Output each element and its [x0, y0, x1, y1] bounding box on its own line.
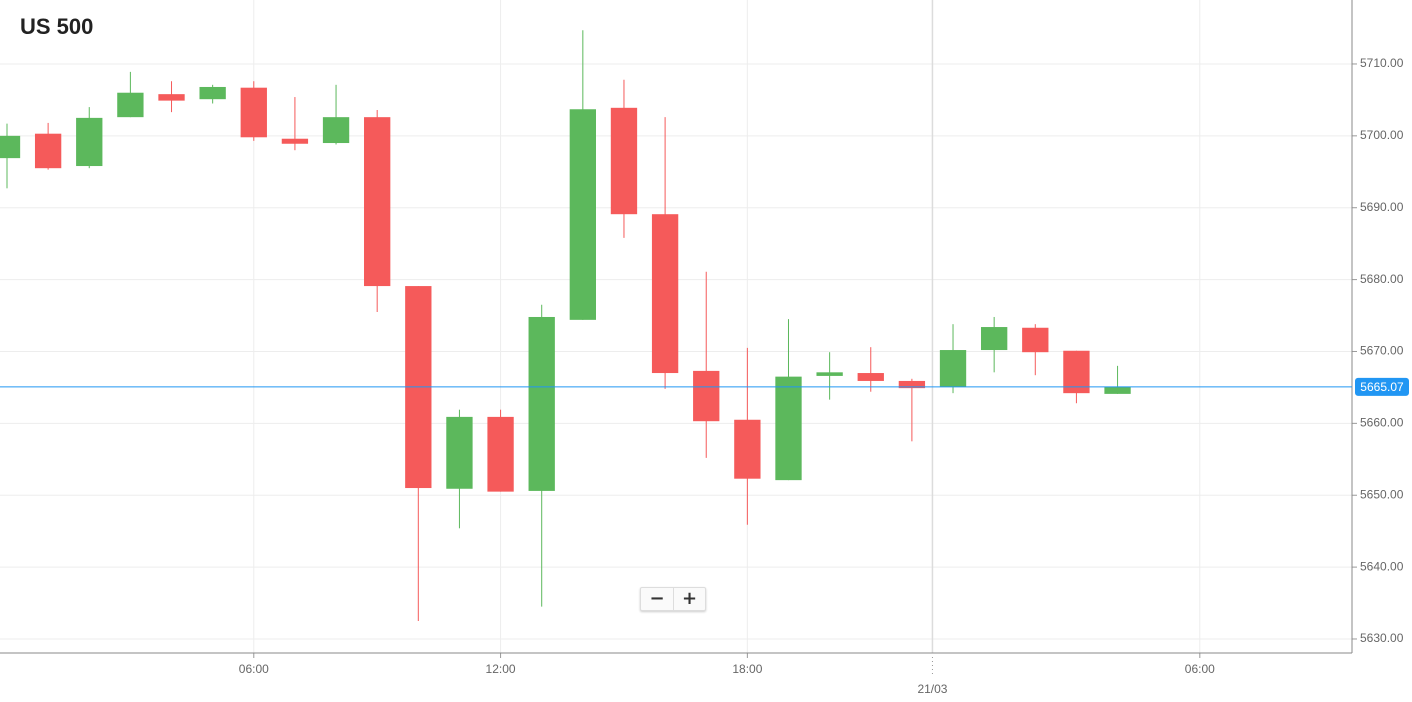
candle-body — [0, 135, 21, 159]
last-price-label: 5665.07 — [1360, 380, 1404, 394]
y-tick-label: 5640.00 — [1360, 559, 1404, 573]
y-tick-label: 5670.00 — [1360, 344, 1404, 358]
candle-body — [898, 380, 926, 389]
x-tick-label: 06:00 — [239, 662, 269, 676]
candle-body — [1063, 350, 1090, 394]
y-tick-label: 5650.00 — [1360, 487, 1404, 501]
candle-body — [158, 94, 185, 101]
candle-body — [569, 109, 596, 320]
candle-body — [734, 419, 761, 479]
candle-body — [364, 117, 391, 287]
candle-body — [34, 133, 62, 169]
candle-body — [281, 138, 309, 144]
x-tick-label: 18:00 — [732, 662, 762, 676]
x-tick-label: 12:00 — [486, 662, 516, 676]
candle-body — [775, 376, 802, 481]
y-tick-label: 5660.00 — [1360, 416, 1404, 430]
candle-body — [693, 370, 720, 422]
candle-body — [240, 87, 267, 138]
candle-body — [528, 316, 555, 491]
candle-body — [651, 214, 679, 374]
y-tick-label: 5710.00 — [1360, 56, 1404, 70]
chart-title: US 500 — [20, 14, 93, 39]
candle-body — [117, 92, 144, 118]
candle-body — [980, 327, 1008, 351]
zoom-in-button[interactable]: + — [673, 588, 705, 610]
candle-body — [1104, 386, 1131, 394]
candle-body — [939, 350, 967, 387]
candle-body — [1022, 327, 1049, 353]
candle-body — [857, 373, 884, 381]
candle-body — [199, 86, 226, 100]
y-tick-label: 5690.00 — [1360, 200, 1404, 214]
candle-body — [816, 372, 843, 376]
x-tick-label: 06:00 — [1185, 662, 1215, 676]
y-tick-label: 5700.00 — [1360, 128, 1404, 142]
candle-body — [610, 107, 638, 215]
candle-body — [487, 416, 514, 492]
day-tick-label: 21/03 — [917, 682, 947, 696]
zoom-controls: − + — [640, 587, 706, 611]
candle-body — [446, 416, 473, 489]
y-tick-label: 5630.00 — [1360, 631, 1404, 645]
zoom-out-button[interactable]: − — [641, 588, 673, 610]
candle-body — [322, 117, 350, 144]
candle-body — [76, 117, 103, 167]
y-tick-label: 5680.00 — [1360, 272, 1404, 286]
last-price-badge — [1355, 377, 1409, 396]
